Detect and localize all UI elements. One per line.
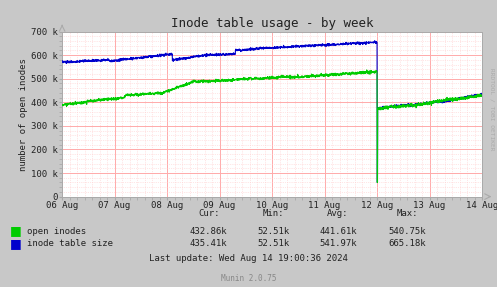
Text: Last update: Wed Aug 14 19:00:36 2024: Last update: Wed Aug 14 19:00:36 2024 — [149, 254, 348, 263]
Text: 540.75k: 540.75k — [389, 226, 426, 236]
Text: 52.51k: 52.51k — [257, 239, 289, 249]
Text: open inodes: open inodes — [27, 226, 86, 236]
Text: Avg:: Avg: — [327, 209, 349, 218]
Text: 441.61k: 441.61k — [319, 226, 357, 236]
Text: 665.18k: 665.18k — [389, 239, 426, 249]
Text: 541.97k: 541.97k — [319, 239, 357, 249]
Text: ■: ■ — [10, 224, 22, 238]
Text: Cur:: Cur: — [198, 209, 220, 218]
Text: Munin 2.0.75: Munin 2.0.75 — [221, 274, 276, 284]
Y-axis label: number of open inodes: number of open inodes — [19, 58, 28, 170]
Text: 435.41k: 435.41k — [190, 239, 228, 249]
Text: Min:: Min: — [262, 209, 284, 218]
Text: ■: ■ — [10, 237, 22, 251]
Text: 52.51k: 52.51k — [257, 226, 289, 236]
Text: Max:: Max: — [397, 209, 418, 218]
Title: Inode table usage - by week: Inode table usage - by week — [171, 18, 373, 30]
Text: 432.86k: 432.86k — [190, 226, 228, 236]
Text: inode table size: inode table size — [27, 239, 113, 249]
Text: RRDTOOL / TOBI OETIKER: RRDTOOL / TOBI OETIKER — [490, 68, 495, 150]
